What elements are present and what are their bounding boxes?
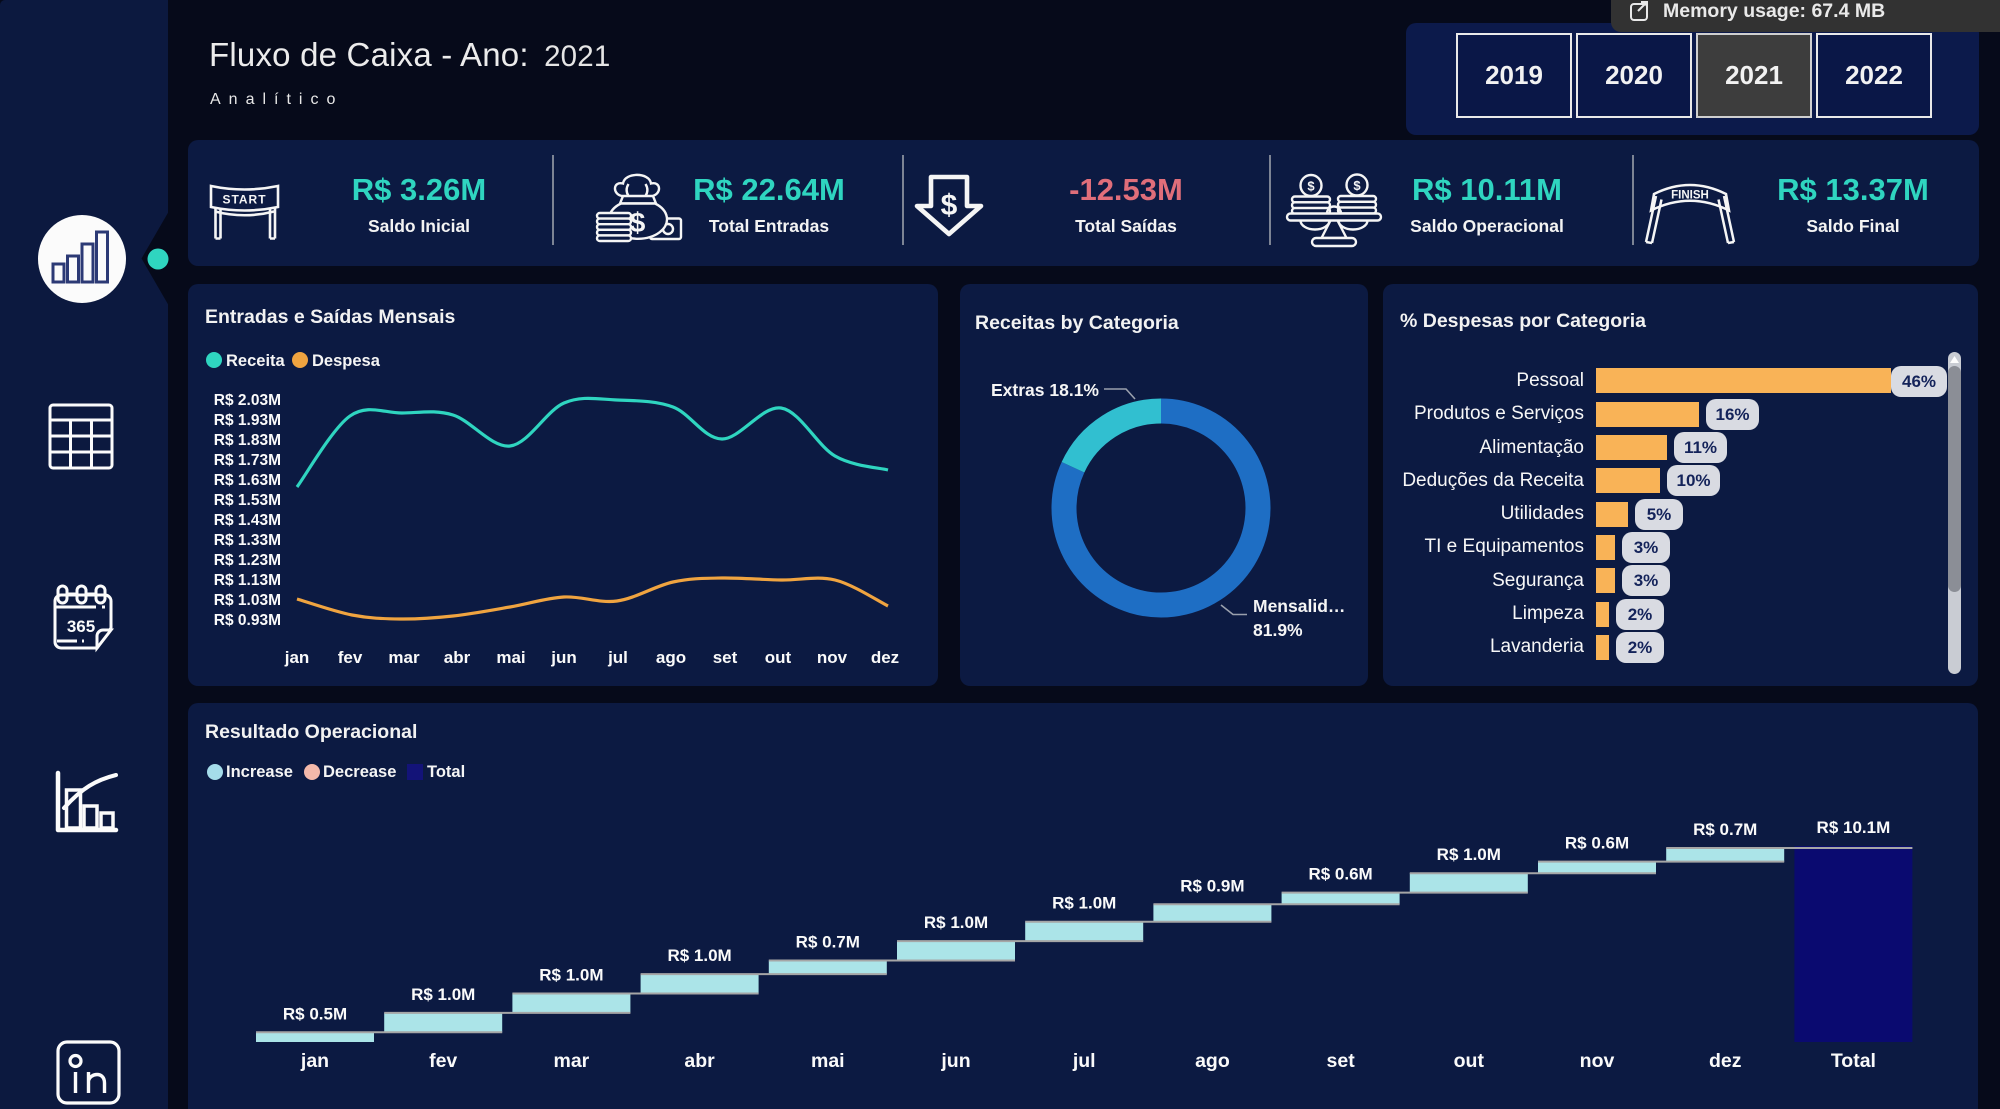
svg-text:ago: ago <box>1195 1050 1230 1072</box>
svg-text:R$ 1.0M: R$ 1.0M <box>924 913 988 932</box>
svg-text:R$ 1.0M: R$ 1.0M <box>411 985 475 1004</box>
svg-text:R$ 10.1M: R$ 10.1M <box>1817 818 1891 837</box>
svg-text:set: set <box>1327 1050 1356 1072</box>
svg-text:jul: jul <box>1072 1050 1096 1072</box>
svg-text:nov: nov <box>1580 1050 1615 1072</box>
svg-text:R$ 0.6M: R$ 0.6M <box>1308 865 1372 884</box>
svg-text:R$ 1.0M: R$ 1.0M <box>1052 894 1116 913</box>
svg-text:R$ 0.6M: R$ 0.6M <box>1565 834 1629 853</box>
svg-text:365: 365 <box>67 617 95 636</box>
svg-text:Total: Total <box>1831 1050 1876 1072</box>
svg-text:START: START <box>222 193 266 207</box>
svg-text:jan: jan <box>300 1050 329 1072</box>
svg-text:dez: dez <box>1709 1050 1742 1072</box>
svg-text:FINISH: FINISH <box>1671 190 1709 202</box>
svg-text:out: out <box>1454 1050 1485 1072</box>
svg-text:$: $ <box>941 189 958 222</box>
svg-text:mai: mai <box>811 1050 845 1072</box>
svg-text:R$ 0.9M: R$ 0.9M <box>1180 876 1244 895</box>
svg-text:jun: jun <box>940 1050 970 1072</box>
svg-text:mar: mar <box>554 1050 590 1072</box>
svg-text:$: $ <box>1353 178 1361 193</box>
svg-text:$: $ <box>1307 179 1315 194</box>
svg-text:R$ 0.7M: R$ 0.7M <box>1693 820 1757 839</box>
svg-text:R$ 1.0M: R$ 1.0M <box>667 946 731 965</box>
svg-text:R$ 0.7M: R$ 0.7M <box>796 933 860 952</box>
svg-text:R$ 1.0M: R$ 1.0M <box>1437 845 1501 864</box>
svg-text:R$ 1.0M: R$ 1.0M <box>539 966 603 985</box>
svg-text:abr: abr <box>684 1050 715 1072</box>
svg-text:$: $ <box>630 207 646 238</box>
svg-text:R$ 0.5M: R$ 0.5M <box>283 1004 347 1023</box>
svg-text:fev: fev <box>429 1050 457 1072</box>
